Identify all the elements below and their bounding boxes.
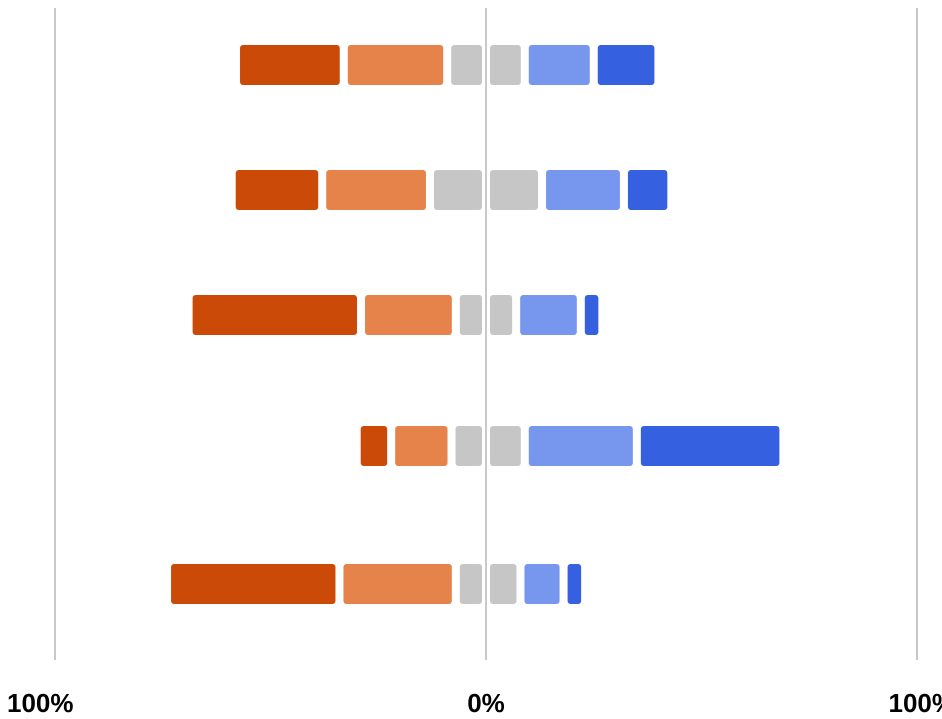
bar-row5-neg-1 xyxy=(171,564,336,604)
bar-row2-pos-1 xyxy=(490,170,539,210)
bar-row4-pos-3 xyxy=(640,426,780,466)
bar-row3-neg-3 xyxy=(459,295,482,335)
bar-row4-pos-1 xyxy=(490,426,521,466)
bar-row4-pos-2 xyxy=(528,426,633,466)
bar-row2-neg-3 xyxy=(433,170,482,210)
x-tick-label-1: 0% xyxy=(467,688,505,718)
bar-row1-neg-1 xyxy=(240,45,340,85)
bar-row2-neg-1 xyxy=(235,170,319,210)
bar-row2-neg-2 xyxy=(326,170,426,210)
bar-row3-pos-1 xyxy=(490,295,513,335)
bar-row1-neg-2 xyxy=(347,45,444,85)
bar-row1-neg-3 xyxy=(451,45,482,85)
bar-row5-neg-3 xyxy=(459,564,482,604)
bar-row4-neg-2 xyxy=(395,426,448,466)
grid-lines xyxy=(54,8,918,660)
bar-row3-neg-1 xyxy=(192,295,358,335)
bar-row1-pos-1 xyxy=(490,45,521,85)
bar-row4-neg-1 xyxy=(360,426,388,466)
bar-row5-neg-2 xyxy=(343,564,452,604)
bar-row3-pos-2 xyxy=(520,295,577,335)
bar-row5-pos-3 xyxy=(567,564,582,604)
bar-row1-pos-3 xyxy=(597,45,655,85)
bar-row3-neg-2 xyxy=(365,295,452,335)
bar-row2-pos-2 xyxy=(546,170,620,210)
bar-row5-pos-1 xyxy=(490,564,517,604)
bar-row2-pos-3 xyxy=(627,170,668,210)
bar-row1-pos-2 xyxy=(528,45,590,85)
x-tick-label-2: 100% xyxy=(889,688,942,718)
bar-row5-pos-2 xyxy=(524,564,560,604)
x-tick-label-0: 100% xyxy=(7,688,74,718)
x-axis-tick-labels: 100% 0% 100% xyxy=(7,688,942,718)
bar-row3-pos-3 xyxy=(584,295,599,335)
bar-segments xyxy=(171,45,780,604)
bar-row4-neg-3 xyxy=(455,426,482,466)
